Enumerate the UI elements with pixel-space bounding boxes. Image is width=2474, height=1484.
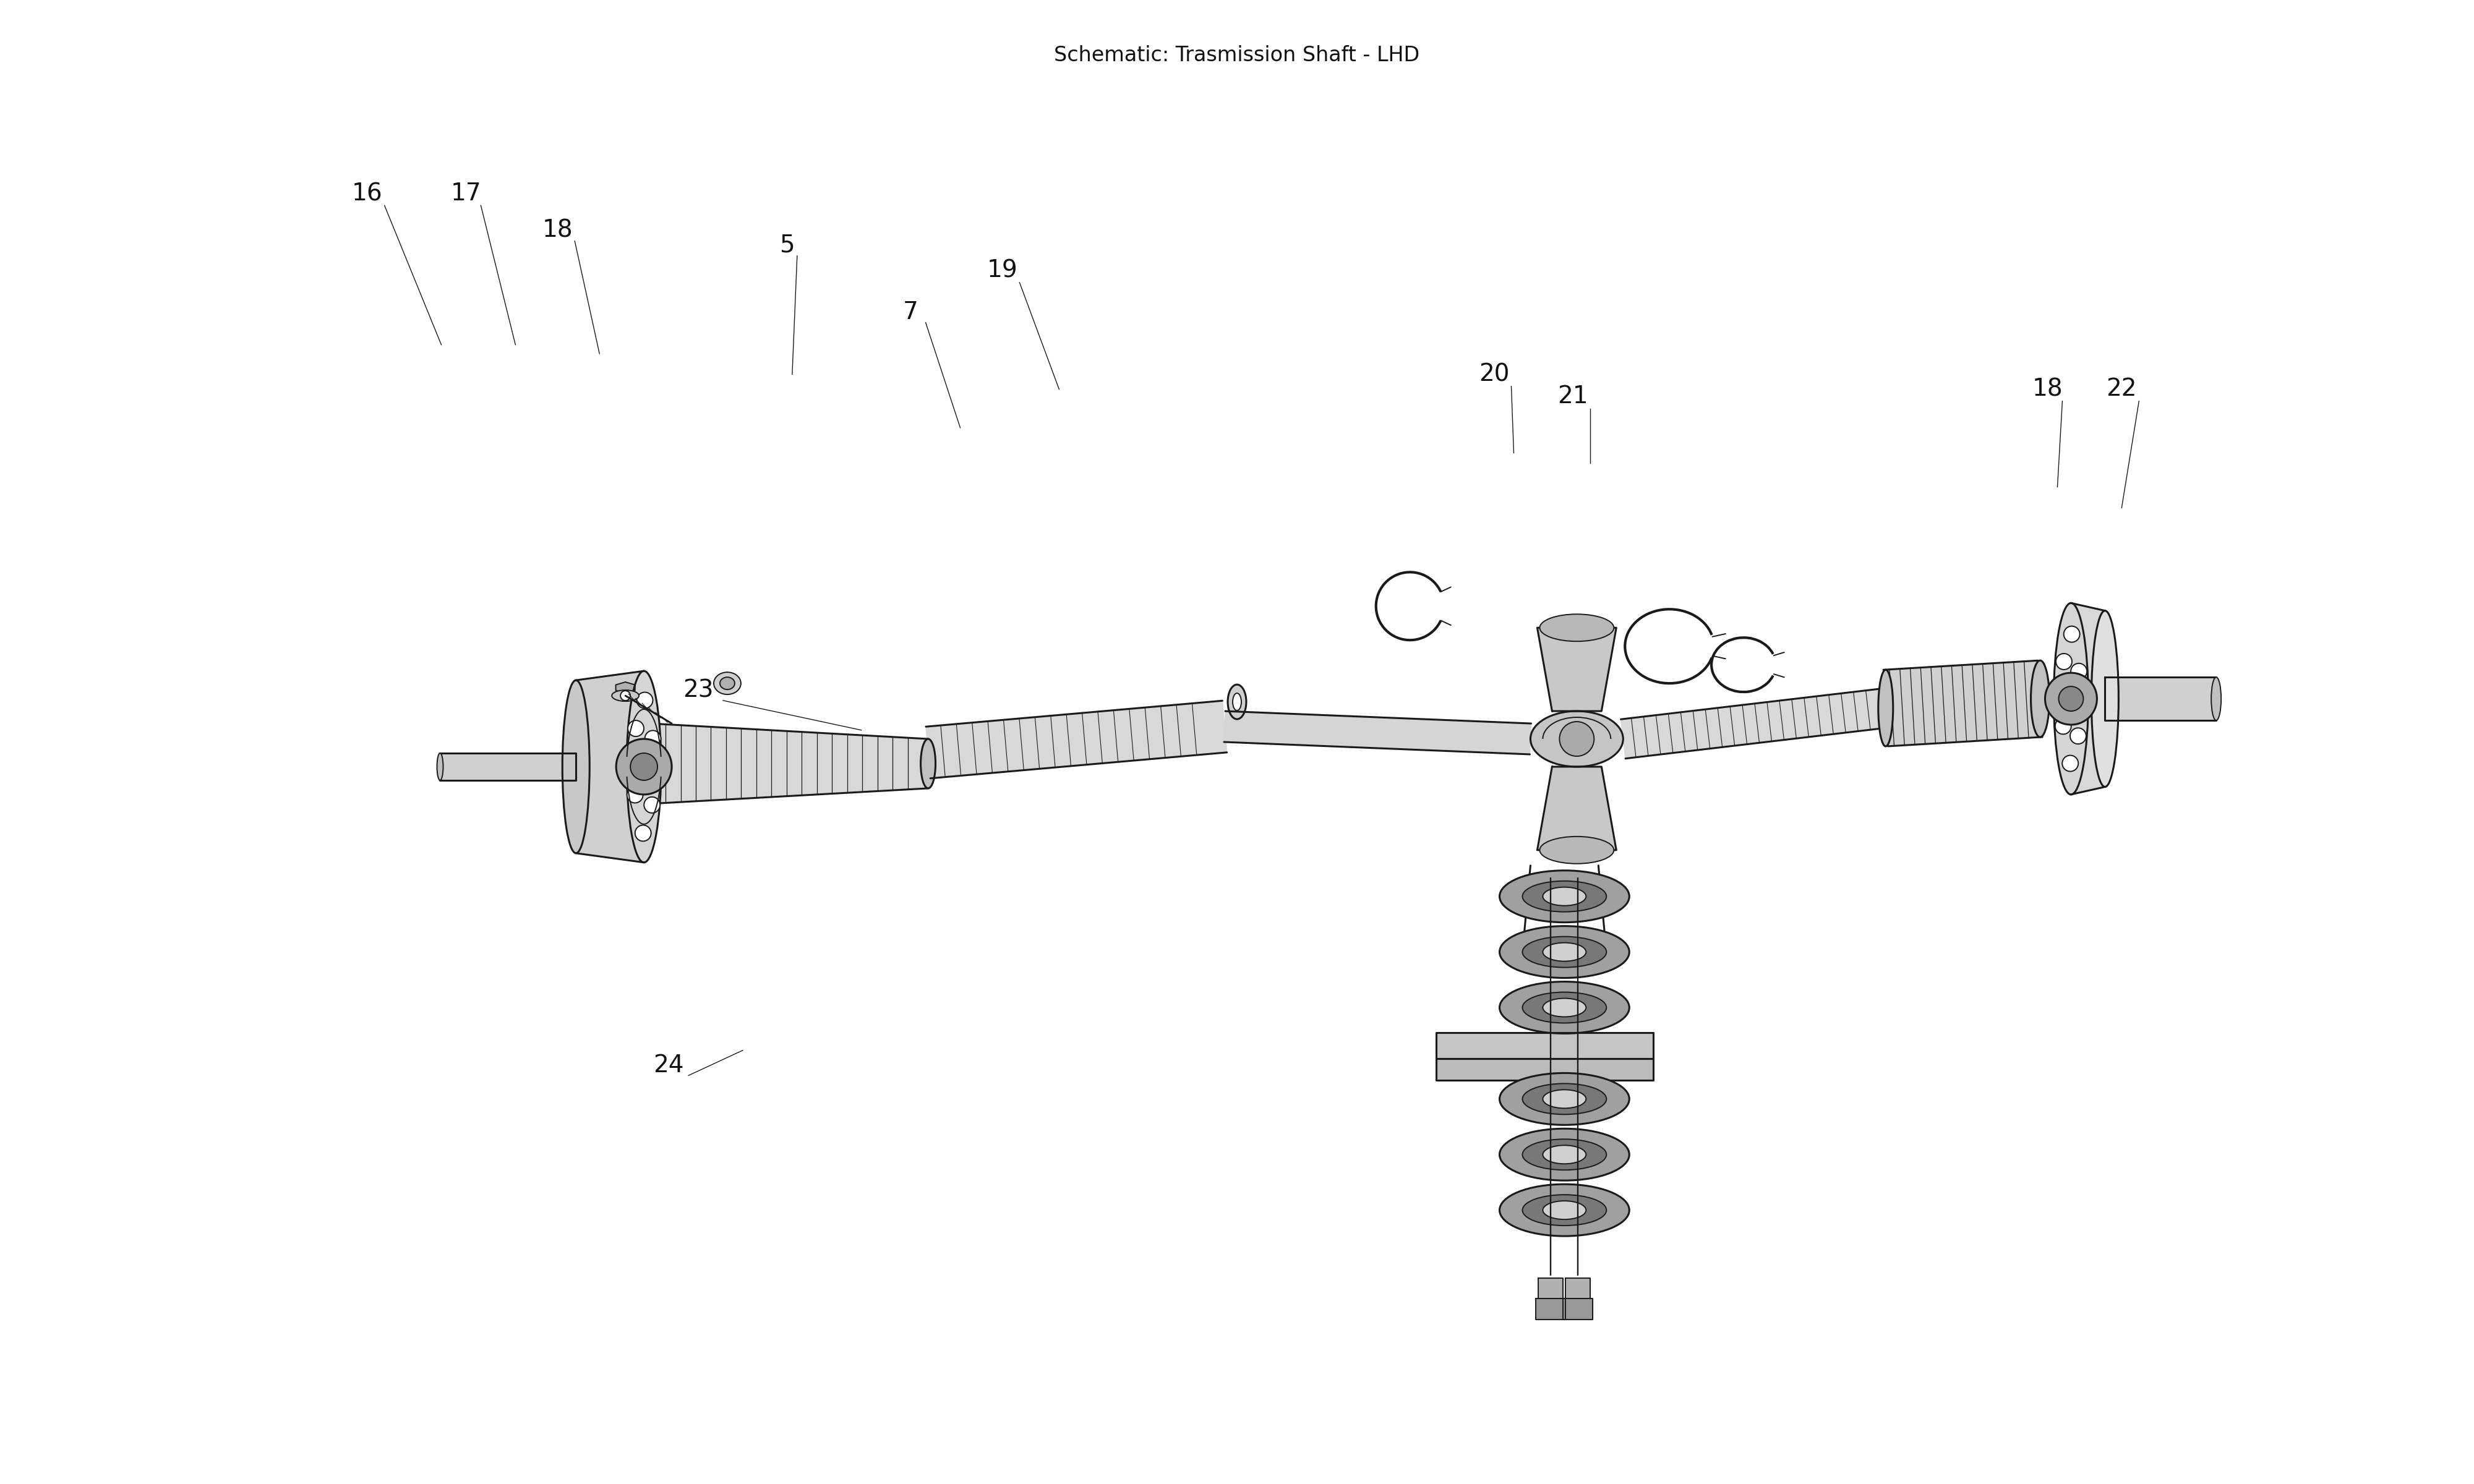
Circle shape xyxy=(636,825,651,841)
Ellipse shape xyxy=(1232,693,1242,711)
Polygon shape xyxy=(1883,660,2044,746)
Ellipse shape xyxy=(1499,871,1630,923)
Ellipse shape xyxy=(626,671,661,862)
Text: 24: 24 xyxy=(653,1054,683,1077)
Circle shape xyxy=(616,739,673,794)
Text: 21: 21 xyxy=(1559,384,1588,408)
Polygon shape xyxy=(2105,677,2217,720)
Circle shape xyxy=(631,752,658,781)
Circle shape xyxy=(636,692,653,708)
Circle shape xyxy=(2056,718,2071,735)
Ellipse shape xyxy=(1499,1184,1630,1236)
Polygon shape xyxy=(1620,689,1888,758)
Circle shape xyxy=(628,720,643,736)
Ellipse shape xyxy=(2031,660,2048,738)
Ellipse shape xyxy=(920,739,935,788)
Ellipse shape xyxy=(1544,942,1586,962)
Text: 7: 7 xyxy=(903,300,918,324)
Text: 16: 16 xyxy=(351,183,383,205)
Ellipse shape xyxy=(1227,684,1247,720)
Text: 18: 18 xyxy=(2031,377,2063,401)
Polygon shape xyxy=(651,724,928,804)
Text: 5: 5 xyxy=(779,233,794,257)
Polygon shape xyxy=(616,683,636,693)
Text: Schematic: Trasmission Shaft - LHD: Schematic: Trasmission Shaft - LHD xyxy=(1054,46,1420,65)
Circle shape xyxy=(2063,755,2078,772)
Polygon shape xyxy=(1536,1298,1566,1319)
Circle shape xyxy=(646,730,661,746)
Circle shape xyxy=(1559,721,1593,757)
Circle shape xyxy=(2071,663,2088,680)
Ellipse shape xyxy=(643,724,658,804)
Polygon shape xyxy=(1225,711,1531,754)
Polygon shape xyxy=(1435,1060,1653,1080)
Ellipse shape xyxy=(1544,1201,1586,1220)
Ellipse shape xyxy=(1544,887,1586,905)
Circle shape xyxy=(2071,729,2086,743)
Ellipse shape xyxy=(562,680,589,853)
Ellipse shape xyxy=(1522,1140,1606,1169)
Polygon shape xyxy=(1536,628,1616,711)
Text: 19: 19 xyxy=(987,258,1017,282)
Ellipse shape xyxy=(438,752,443,781)
Polygon shape xyxy=(440,752,576,781)
Circle shape xyxy=(2056,653,2071,669)
Circle shape xyxy=(2063,626,2081,643)
Ellipse shape xyxy=(1531,711,1623,767)
Ellipse shape xyxy=(1499,926,1630,978)
Polygon shape xyxy=(1435,1033,1653,1060)
Ellipse shape xyxy=(1544,1089,1586,1109)
Ellipse shape xyxy=(1522,1195,1606,1226)
Ellipse shape xyxy=(720,677,735,690)
Ellipse shape xyxy=(1499,1129,1630,1180)
Circle shape xyxy=(643,797,661,813)
Polygon shape xyxy=(2071,603,2105,794)
Circle shape xyxy=(621,690,631,700)
Ellipse shape xyxy=(713,672,740,695)
Ellipse shape xyxy=(1522,936,1606,968)
Text: 23: 23 xyxy=(683,678,713,702)
Polygon shape xyxy=(1539,1278,1564,1298)
Ellipse shape xyxy=(1878,669,1893,746)
Ellipse shape xyxy=(1499,1073,1630,1125)
Polygon shape xyxy=(1536,767,1616,850)
Text: 18: 18 xyxy=(542,218,574,242)
Polygon shape xyxy=(1564,1298,1593,1319)
Ellipse shape xyxy=(2212,677,2222,720)
Ellipse shape xyxy=(2091,611,2118,787)
Ellipse shape xyxy=(1544,999,1586,1017)
Polygon shape xyxy=(576,671,643,862)
Circle shape xyxy=(626,787,643,803)
Text: 17: 17 xyxy=(450,183,482,205)
Ellipse shape xyxy=(1499,981,1630,1033)
Ellipse shape xyxy=(1522,881,1606,911)
Ellipse shape xyxy=(1522,1083,1606,1114)
Ellipse shape xyxy=(1544,1146,1586,1163)
Polygon shape xyxy=(925,700,1227,778)
Ellipse shape xyxy=(1539,614,1613,641)
Ellipse shape xyxy=(1522,993,1606,1022)
Polygon shape xyxy=(1566,1278,1591,1298)
Circle shape xyxy=(2058,687,2083,711)
Ellipse shape xyxy=(611,690,638,702)
Text: 20: 20 xyxy=(1479,362,1509,386)
Circle shape xyxy=(2046,672,2098,724)
Text: 22: 22 xyxy=(2105,377,2138,401)
Ellipse shape xyxy=(2053,603,2088,794)
Ellipse shape xyxy=(1539,837,1613,864)
